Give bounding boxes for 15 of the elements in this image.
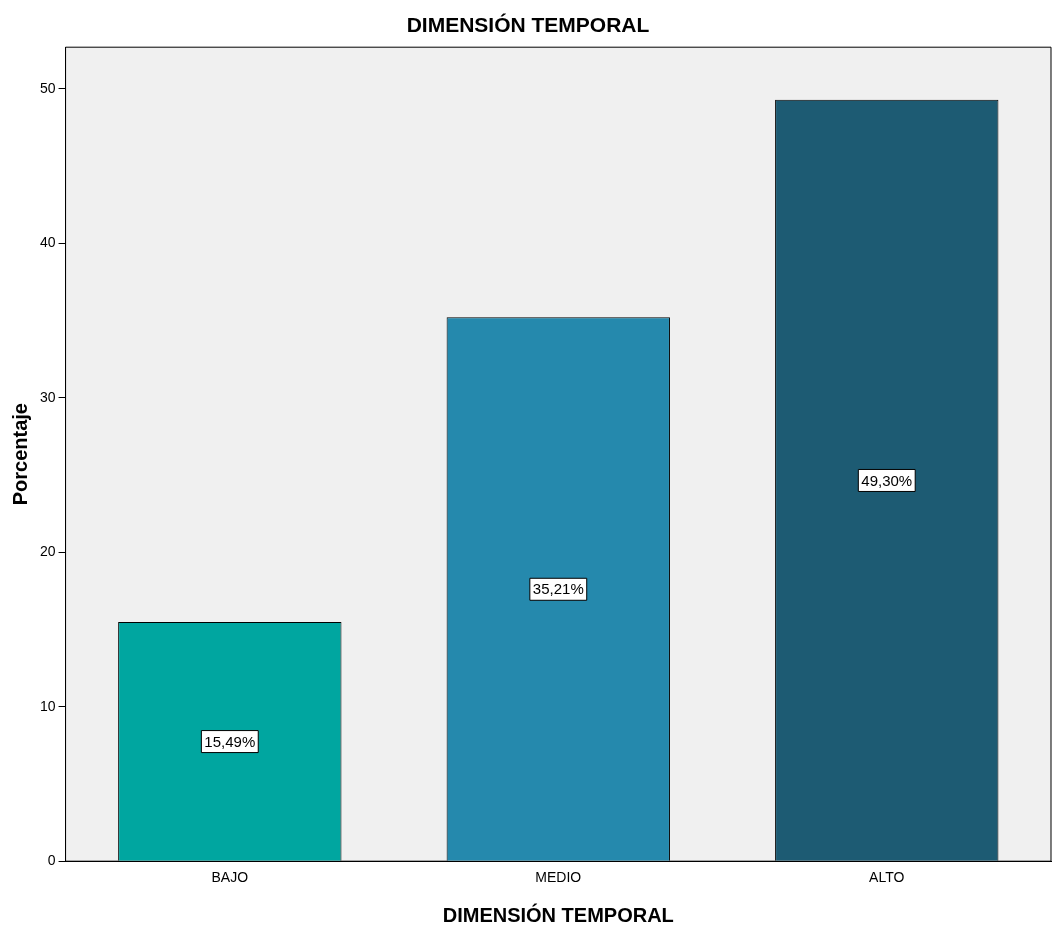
x-tick-label: ALTO [869,869,905,886]
y-tick-label: 20 [39,543,56,560]
y-tick-label: 10 [39,697,56,714]
x-tick-label: MEDIO [535,869,582,886]
y-tick-label: 30 [39,388,56,405]
x-tick-label: BAJO [211,869,249,886]
y-tick-label: 0 [47,852,56,869]
data-label: 15,49% [204,732,256,750]
x-axis-title: DIMENSIÓN TEMPORAL [442,902,674,926]
y-tick-label: 50 [39,79,56,96]
y-axis-title: Porcentaje [8,403,31,506]
data-label: 49,30% [861,471,913,489]
y-tick-label: 40 [39,234,56,251]
chart-title: DIMENSIÓN TEMPORAL [406,13,650,37]
data-label: 35,21% [532,580,584,598]
